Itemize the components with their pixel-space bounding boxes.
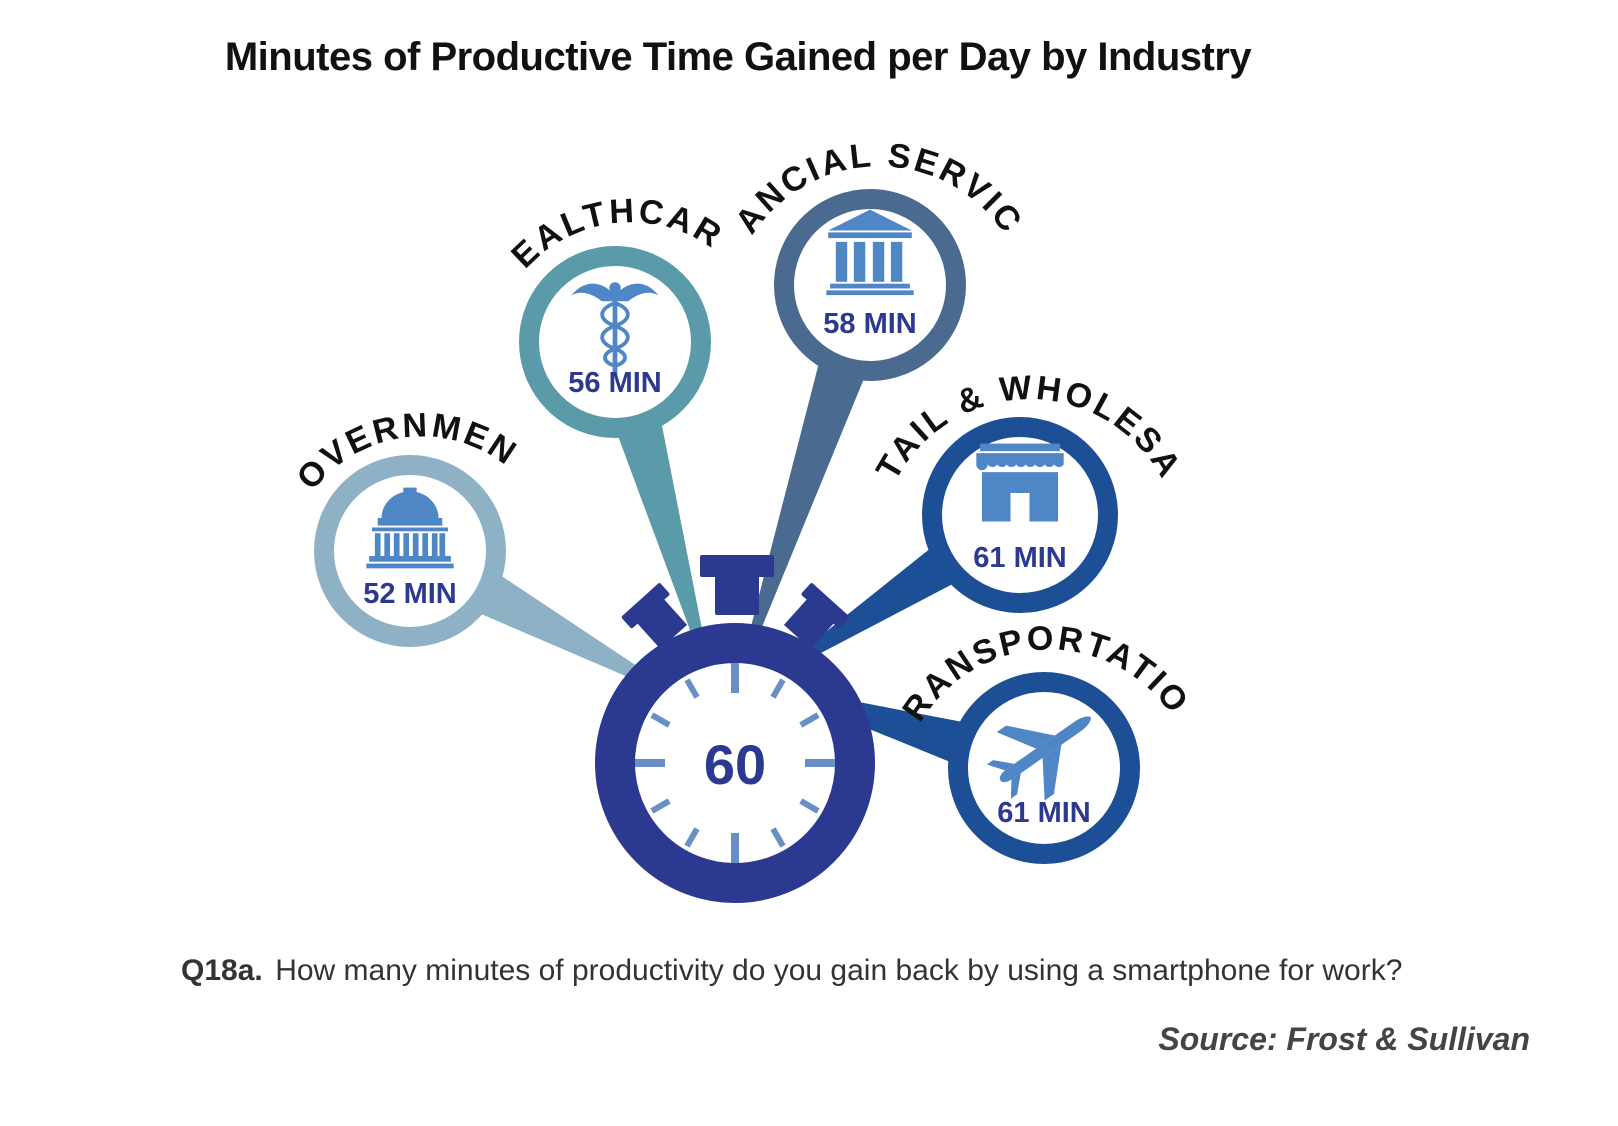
question-text: How many minutes of productivity do you … [275, 954, 1402, 987]
value-label: 52 MIN [363, 578, 456, 610]
chart-title: Minutes of Productive Time Gained per Da… [225, 35, 1253, 79]
center-value: 60 [704, 733, 766, 796]
source-note: Source: Frost & Sullivan [1158, 1021, 1530, 1057]
industry-callouts: 52 MINGOVERNMENT56 MINHEALTHCARE58 MINFI… [0, 0, 1197, 854]
question-line: Q18a. How many minutes of productivity d… [181, 954, 1402, 987]
value-label: 58 MIN [823, 308, 916, 340]
value-label: 61 MIN [997, 797, 1090, 829]
question-id: Q18a. [181, 954, 263, 987]
value-label: 61 MIN [973, 542, 1066, 574]
stopwatch: 60 [615, 555, 855, 883]
value-label: 56 MIN [568, 367, 661, 399]
